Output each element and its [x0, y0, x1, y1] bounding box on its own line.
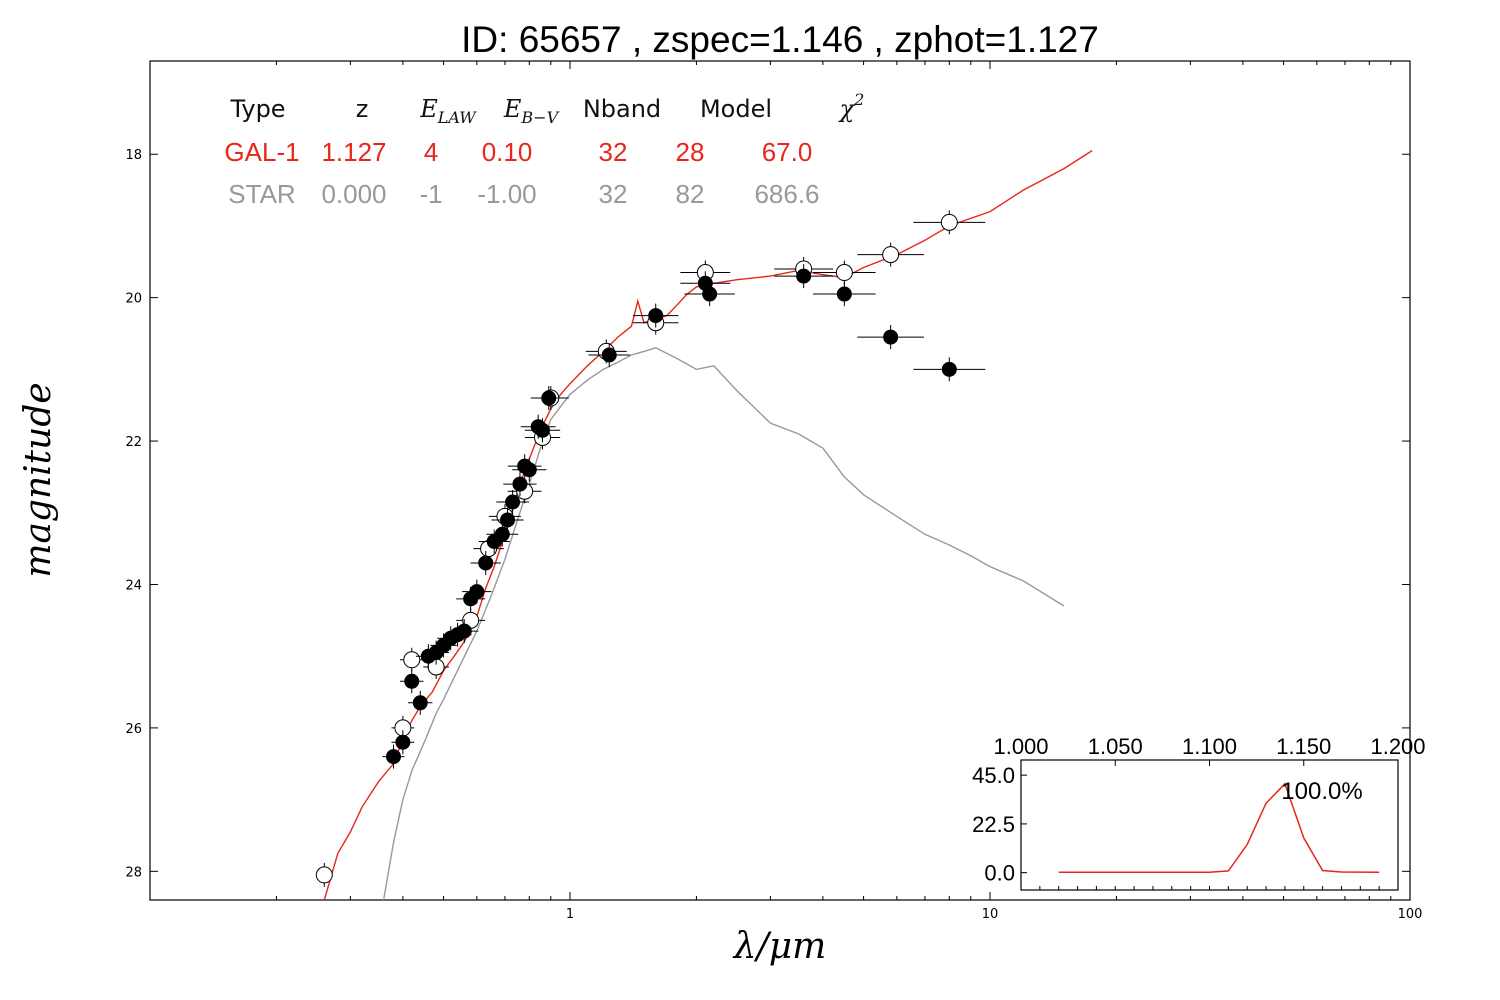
observed-point [494, 526, 510, 542]
observed-point [386, 749, 402, 765]
table-cell: 32 [599, 179, 628, 209]
table-header: Model [700, 95, 772, 123]
observed-point [512, 476, 528, 492]
plot-area [315, 150, 1093, 900]
observed-point [500, 512, 516, 528]
x-tick-label: 10 [982, 907, 999, 922]
table-header-subscript: LAW [437, 108, 478, 127]
table-header-subscript: B−V [520, 108, 559, 127]
inset-x-tick-label: 1.200 [1370, 734, 1425, 759]
table-cell: 67.0 [762, 137, 813, 167]
observed-point [601, 347, 617, 363]
observed-point [836, 286, 852, 302]
observed-point [648, 308, 664, 324]
x-tick-label: 100 [1398, 907, 1423, 922]
y-tick-label: 20 [125, 292, 142, 307]
redshift-pdf-inset: 1.000 1.050 1.100 1.150 1.200 0.0 22.5 45.0 100.… [972, 734, 1426, 891]
table-header: χ2 [838, 90, 865, 123]
y-tick-label: 26 [125, 722, 142, 737]
inset-pdf-line [1058, 782, 1380, 873]
chart-title: ID: 65657 , zspec=1.146 , zphot=1.127 [461, 19, 1099, 60]
series-line-star [382, 347, 1065, 900]
plot-frame [149, 60, 1411, 901]
observed-point [469, 584, 485, 600]
observed-point [534, 422, 550, 438]
table-header: ELAW [419, 95, 477, 127]
y-tick-label: 22 [125, 435, 142, 450]
y-tick-label: 18 [125, 148, 142, 163]
inset-x-tick-label: 1.050 [1088, 734, 1143, 759]
inset-y-tick-label: 22.5 [972, 812, 1015, 837]
fit-results-table: Type z ELAW EB−V Nband Model χ2 GAL-1 1.127 4 0.10… [224, 90, 864, 209]
table-cell: GAL-1 [224, 137, 299, 167]
inset-x-tick-label: 1.100 [1182, 734, 1237, 759]
observed-point [702, 286, 718, 302]
observed-point [941, 361, 957, 377]
table-cell: 32 [599, 137, 628, 167]
observed-point [505, 494, 521, 510]
observed-point [395, 734, 411, 750]
observed-point [478, 555, 494, 571]
observed-point [883, 329, 899, 345]
table-cell: 686.6 [754, 179, 819, 209]
model-point [940, 213, 958, 231]
model-point [835, 264, 853, 282]
table-cell: STAR [228, 179, 295, 209]
table-cell: -1 [419, 179, 442, 209]
model-point [315, 866, 333, 884]
y-tick-label: 24 [125, 578, 142, 593]
y-axis-label: magnitude [18, 382, 59, 577]
inset-x-tick-label: 1.000 [993, 734, 1048, 759]
x-axis-label: λ/μm [732, 926, 826, 967]
model-point [882, 246, 900, 264]
observed-point [541, 390, 557, 406]
observed-point [404, 673, 420, 689]
inset-annotation: 100.0% [1281, 778, 1362, 805]
model-point [403, 651, 421, 669]
table-header: Type [229, 95, 285, 123]
table-cell: 0.10 [482, 137, 533, 167]
table-header: z [356, 95, 369, 123]
inset-frame [1020, 759, 1399, 891]
table-header-superscript: 2 [853, 90, 864, 109]
table-cell: -1.00 [477, 179, 536, 209]
table-header: Nband [583, 95, 661, 123]
x-tick-label: 1 [566, 907, 574, 922]
table-cell: 82 [676, 179, 705, 209]
table-cell: 1.127 [321, 137, 386, 167]
table-cell: 0.000 [321, 179, 386, 209]
y-tick-label: 28 [125, 865, 142, 880]
observed-point [796, 268, 812, 284]
inset-y-tick-label: 45.0 [972, 763, 1015, 788]
observed-point [412, 695, 428, 711]
inset-x-tick-label: 1.150 [1276, 734, 1331, 759]
inset-y-tick-label: 0.0 [984, 861, 1015, 886]
table-cell: 4 [424, 137, 438, 167]
table-cell: 28 [676, 137, 705, 167]
observed-point [456, 623, 472, 639]
table-header: EB−V [503, 95, 560, 127]
observed-point [521, 462, 537, 478]
